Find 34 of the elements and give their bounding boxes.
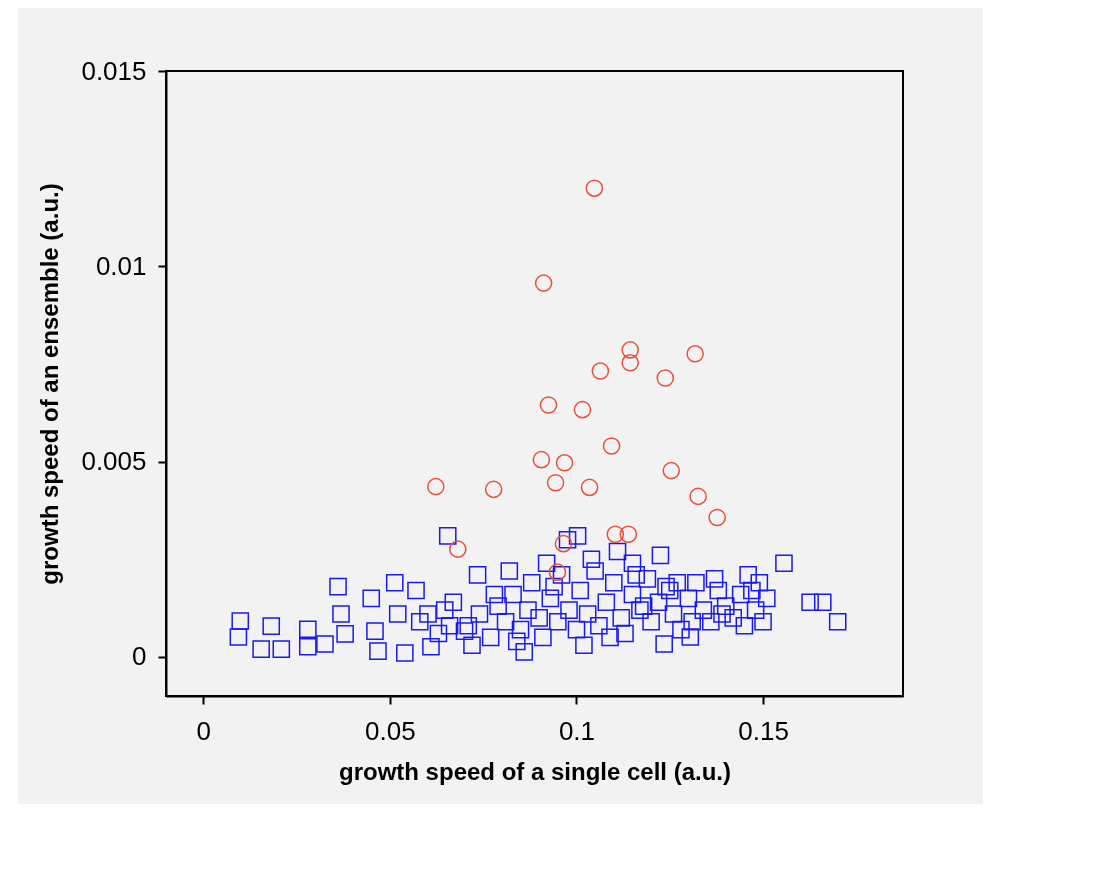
y-tick-label: 0.005 [81,446,147,477]
point [606,525,625,544]
point [591,362,610,380]
point [662,461,681,480]
y-axis-title: growth speed of an ensemble (a.u.) [36,183,64,585]
point [686,345,704,363]
x-tick-label: 0 [196,715,212,746]
point [621,341,640,359]
point [554,534,573,553]
point [585,179,604,197]
point [580,478,599,497]
point [621,354,640,372]
point [708,508,726,527]
point [656,369,675,387]
point [534,274,553,292]
point [602,437,621,455]
point [619,525,638,544]
x-axis-title: growth speed of a single cell (a.u.) [338,757,732,785]
point [484,480,503,499]
point [573,400,592,419]
point [539,396,558,414]
x-tick-label: 0.1 [558,715,596,746]
y-tick-label: 0 [132,641,147,672]
point [546,473,565,492]
point [548,563,567,581]
x-tick-label: 0.05 [365,715,416,746]
point [555,454,574,472]
point [689,487,707,506]
point [449,540,467,558]
point [532,450,551,469]
x-tick-label: 0.15 [738,715,789,746]
point [426,477,445,496]
y-tick-label: 0.01 [95,250,147,281]
y-tick-label: 0.015 [81,55,147,86]
